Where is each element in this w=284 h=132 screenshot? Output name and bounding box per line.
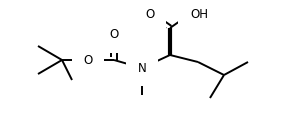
Text: O: O xyxy=(83,53,93,67)
Text: O: O xyxy=(109,29,119,41)
Text: OH: OH xyxy=(190,8,208,20)
Text: N: N xyxy=(138,62,146,74)
Text: O: O xyxy=(145,8,154,20)
